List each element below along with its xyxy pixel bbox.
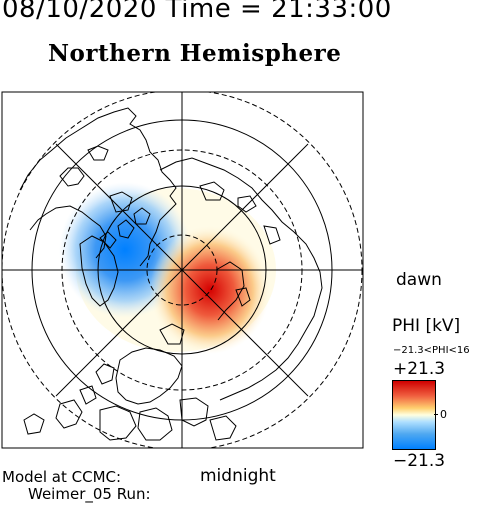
- dawn-label: dawn: [396, 270, 442, 290]
- polar-grid: [2, 92, 363, 448]
- plot-title: Northern Hemisphere: [48, 40, 342, 67]
- meridian-diagonal-2: [55, 143, 309, 397]
- midnight-label: midnight: [200, 466, 276, 486]
- map-frame: [1, 91, 364, 449]
- positive-potential-cell: [150, 226, 270, 354]
- colorbar-range-text: −21.3<PHI<16: [393, 345, 470, 356]
- colorbar-max-label: +21.3: [393, 359, 446, 379]
- colorbar: [392, 380, 436, 450]
- potential-pattern: [59, 182, 276, 354]
- date-time-header: 08/10/2020 Time = 21:33:00: [2, 0, 392, 24]
- coastlines: [19, 107, 323, 441]
- colorbar-title: PHI [kV]: [392, 316, 461, 336]
- colorbar-zero-tick: [434, 414, 438, 415]
- run-label: Weimer_05 Run:: [28, 485, 151, 503]
- polar-map: [1, 91, 364, 449]
- colorbar-zero-label: 0: [440, 408, 447, 421]
- colorbar-min-label: −21.3: [393, 451, 446, 471]
- model-label: Model at CCMC:: [2, 468, 122, 486]
